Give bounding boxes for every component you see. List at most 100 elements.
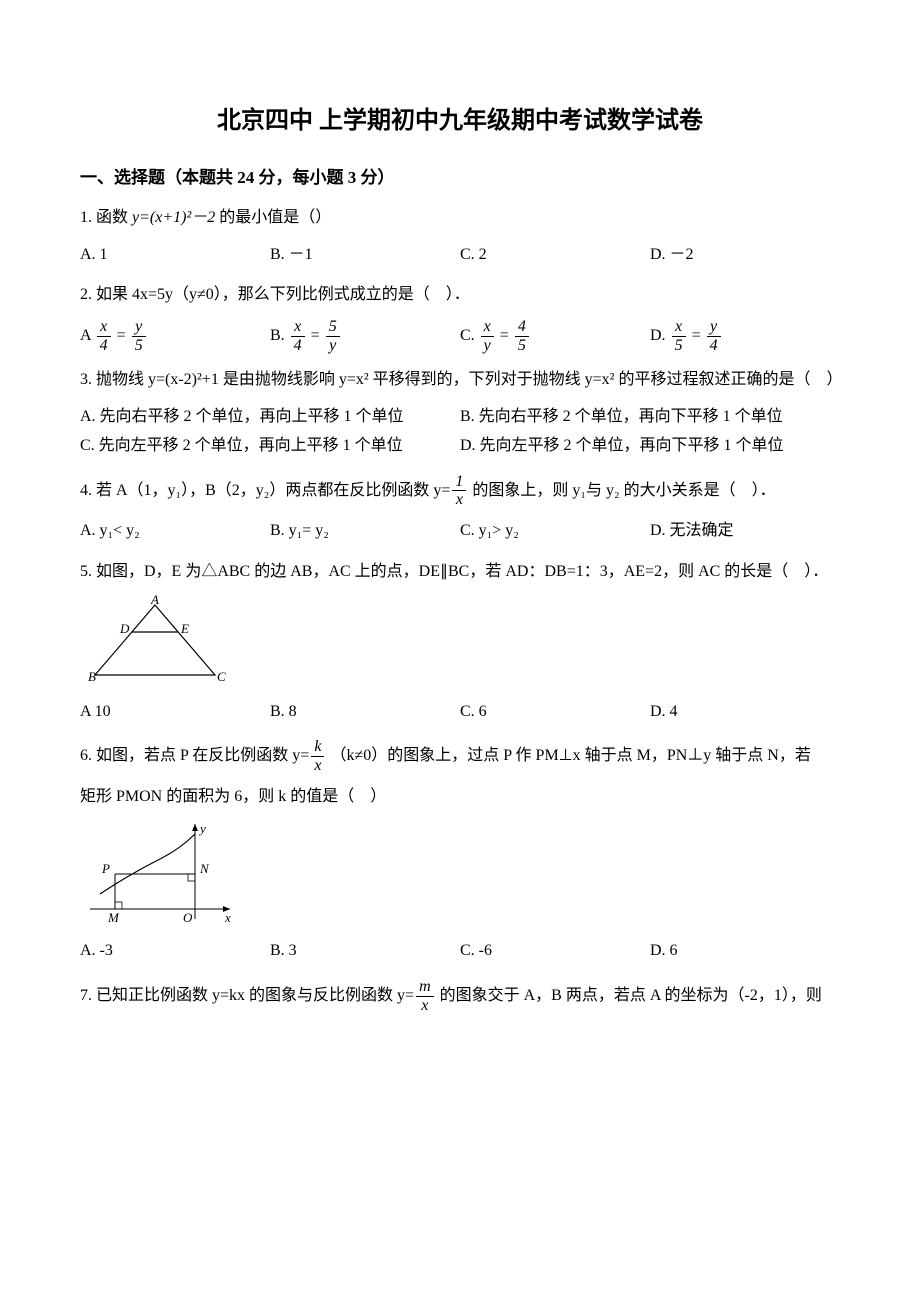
q1-pre: 1. 函数: [80, 209, 132, 226]
q4-opt-a: A. y₁< y₂: [80, 517, 270, 546]
label-x: x: [224, 910, 231, 925]
q4-text: 4. 若 A（1，y₁），B（2，y₂）两点都在反比例函数 y=1x 的图象上，…: [80, 473, 840, 509]
q6-opt-c: C. -6: [460, 937, 650, 966]
q2-d-n2: y: [707, 318, 721, 337]
q2-opt-a: A x4 = y5: [80, 318, 270, 354]
q2-d-d2: 4: [707, 337, 721, 355]
label-y: y: [198, 821, 206, 836]
label-E: E: [180, 621, 189, 636]
q5-opt-c: C. 6: [460, 698, 650, 727]
q2-b-d1: 4: [291, 337, 305, 355]
q7-num: m: [416, 978, 434, 997]
q2-d-n1: x: [672, 318, 686, 337]
q2-a-n1: x: [97, 318, 111, 337]
q3-opt-b: B. 先向右平移 2 个单位，再向下平移 1 个单位: [460, 403, 840, 432]
q6-figure: P N M O x y: [80, 819, 840, 929]
label-C: C: [217, 669, 226, 684]
label-O: O: [183, 910, 193, 925]
q7-den: x: [416, 997, 434, 1015]
q5-options: A 10 B. 8 C. 6 D. 4: [80, 698, 840, 727]
q1-opt-a: A. 1: [80, 241, 270, 270]
q2-b-d2: y: [326, 337, 340, 355]
q2-b-label: B.: [270, 327, 285, 344]
q2-c-label: C.: [460, 327, 475, 344]
q7-post: 的图象交于 A，B 两点，若点 A 的坐标为（-2，1），则: [436, 987, 822, 1004]
q5-opt-b: B. 8: [270, 698, 460, 727]
q5-text: 5. 如图，D，E 为△ABC 的边 AB，AC 上的点，DE∥BC，若 AD：…: [80, 558, 840, 587]
label-N: N: [199, 861, 210, 876]
label-P: P: [101, 861, 110, 876]
q4-den: x: [452, 491, 466, 509]
q2-a-n2: y: [132, 318, 146, 337]
q2-options: A x4 = y5 B. x4 = 5y C. xy = 45 D. x5 = …: [80, 318, 840, 354]
q2-b-eq: =: [311, 327, 320, 344]
q2-d-label: D.: [650, 327, 666, 344]
q4-options: A. y₁< y₂ B. y₁= y₂ C. y₁> y₂ D. 无法确定: [80, 517, 840, 546]
q1-formula: y=(x+1)²－2: [132, 209, 215, 226]
q3-opt-d: D. 先向左平移 2 个单位，再向下平移 1 个单位: [460, 432, 840, 461]
question-4: 4. 若 A（1，y₁），B（2，y₂）两点都在反比例函数 y=1x 的图象上，…: [80, 473, 840, 546]
hyperbola-diagram: P N M O x y: [80, 819, 240, 929]
q2-b-n2: 5: [326, 318, 340, 337]
question-5: 5. 如图，D，E 为△ABC 的边 AB，AC 上的点，DE∥BC，若 AD：…: [80, 558, 840, 727]
q1-options: A. 1 B. －1 C. 2 D. －2: [80, 241, 840, 270]
q1-opt-d: D. －2: [650, 241, 840, 270]
q3-text: 3. 抛物线 y=(x-2)²+1 是由抛物线影响 y=x² 平移得到的，下列对…: [80, 366, 840, 395]
q5-opt-d: D. 4: [650, 698, 840, 727]
q2-c-d2: 5: [515, 337, 529, 355]
q2-c-n2: 4: [515, 318, 529, 337]
q7-pre: 7. 已知正比例函数 y=kx 的图象与反比例函数 y=: [80, 987, 414, 1004]
q1-post: 的最小值是（）: [215, 209, 331, 226]
label-D: D: [119, 621, 130, 636]
q4-num: 1: [452, 473, 466, 492]
q2-c-d1: y: [481, 337, 494, 355]
q6-text: 6. 如图，若点 P 在反比例函数 y=kx （k≠0）的图象上，过点 P 作 …: [80, 738, 840, 774]
triangle-diagram: A B C D E: [80, 595, 230, 690]
q6-opt-a: A. -3: [80, 937, 270, 966]
q2-opt-b: B. x4 = 5y: [270, 318, 460, 354]
q1-text: 1. 函数 y=(x+1)²－2 的最小值是（）: [80, 204, 840, 233]
q4-opt-b: B. y₁= y₂: [270, 517, 460, 546]
q2-opt-c: C. xy = 45: [460, 318, 650, 354]
q6-opt-d: D. 6: [650, 937, 840, 966]
question-6: 6. 如图，若点 P 在反比例函数 y=kx （k≠0）的图象上，过点 P 作 …: [80, 738, 840, 966]
question-3: 3. 抛物线 y=(x-2)²+1 是由抛物线影响 y=x² 平移得到的，下列对…: [80, 366, 840, 460]
q2-a-d1: 4: [97, 337, 111, 355]
q2-opt-d: D. x5 = y4: [650, 318, 840, 354]
q5-figure: A B C D E: [80, 595, 840, 690]
question-1: 1. 函数 y=(x+1)²－2 的最小值是（） A. 1 B. －1 C. 2…: [80, 204, 840, 270]
q6-pre: 6. 如图，若点 P 在反比例函数 y=: [80, 747, 309, 764]
q6-num: k: [311, 738, 324, 757]
q4-opt-c: C. y₁> y₂: [460, 517, 650, 546]
question-2: 2. 如果 4x=5y（y≠0），那么下列比例式成立的是（ ）． A x4 = …: [80, 281, 840, 354]
q1-opt-b: B. －1: [270, 241, 460, 270]
label-B: B: [88, 669, 96, 684]
q4-post: 的图象上，则 y₁与 y₂ 的大小关系是（ ）．: [468, 482, 775, 499]
section-header: 一、选择题（本题共 24 分，每小题 3 分）: [80, 163, 840, 194]
q1-opt-c: C. 2: [460, 241, 650, 270]
q4-opt-d: D. 无法确定: [650, 517, 840, 546]
q2-a-eq: =: [117, 327, 126, 344]
q2-c-n1: x: [481, 318, 494, 337]
q2-b-n1: x: [291, 318, 305, 337]
q3-opt-a: A. 先向右平移 2 个单位，再向上平移 1 个单位: [80, 403, 460, 432]
q5-opt-a: A 10: [80, 698, 270, 727]
q2-a-label: A: [80, 327, 91, 344]
label-M: M: [107, 910, 120, 925]
q6-opt-b: B. 3: [270, 937, 460, 966]
q6-den: x: [311, 757, 324, 775]
q6-options: A. -3 B. 3 C. -6 D. 6: [80, 937, 840, 966]
q4-pre: 4. 若 A（1，y₁），B（2，y₂）两点都在反比例函数 y=: [80, 482, 450, 499]
q3-opt-c: C. 先向左平移 2 个单位，再向上平移 1 个单位: [80, 432, 460, 461]
q6-text2: 矩形 PMON 的面积为 6，则 k 的值是（ ）: [80, 783, 840, 812]
q2-d-eq: =: [692, 327, 701, 344]
q2-text: 2. 如果 4x=5y（y≠0），那么下列比例式成立的是（ ）．: [80, 281, 840, 310]
question-7: 7. 已知正比例函数 y=kx 的图象与反比例函数 y=mx 的图象交于 A，B…: [80, 978, 840, 1014]
q3-options: A. 先向右平移 2 个单位，再向上平移 1 个单位 B. 先向右平移 2 个单…: [80, 403, 840, 461]
q2-c-eq: =: [500, 327, 509, 344]
q2-d-d1: 5: [672, 337, 686, 355]
q7-text: 7. 已知正比例函数 y=kx 的图象与反比例函数 y=mx 的图象交于 A，B…: [80, 978, 840, 1014]
q2-a-d2: 5: [132, 337, 146, 355]
label-A: A: [150, 595, 159, 607]
exam-title: 北京四中 上学期初中九年级期中考试数学试卷: [80, 100, 840, 143]
